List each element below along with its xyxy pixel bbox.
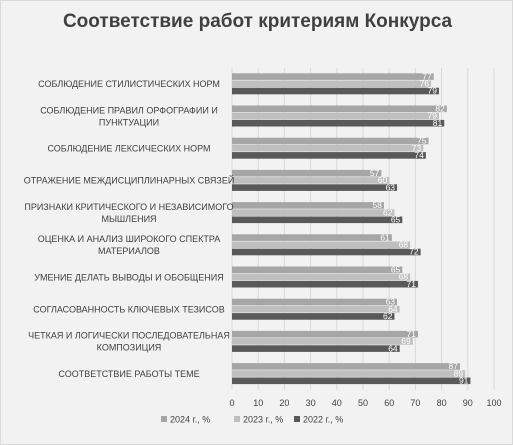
bar [232, 363, 460, 370]
bar [232, 248, 421, 256]
data-label: 65 [391, 265, 401, 275]
data-label: 65 [391, 215, 401, 225]
chart-title: Соответствие работ критериям Конкурса [62, 11, 453, 32]
data-label: 89 [454, 368, 464, 378]
legend-label: 2023 г., % [243, 415, 283, 425]
data-label: 64 [388, 304, 398, 314]
category-label: ПУНКТУАЦИИ [99, 117, 159, 127]
category-label: СОБЛЮДЕНИЕ ЛЕКСИЧЕСКИХ НОРМ [47, 144, 210, 154]
category-label: КОМПОЗИЦИЯ [97, 343, 162, 353]
bar [232, 330, 419, 338]
bar [232, 216, 403, 224]
data-label: 74 [414, 150, 424, 160]
data-label: 79 [428, 86, 438, 96]
bar [232, 169, 382, 177]
bar [232, 80, 432, 88]
x-tick-label: 100 [486, 398, 501, 408]
x-tick-label: 10 [253, 398, 263, 408]
bar [232, 73, 434, 80]
bar [232, 177, 390, 184]
data-label: 76 [420, 79, 430, 89]
legend-swatch [294, 416, 300, 422]
x-tick-label: 40 [332, 398, 342, 408]
data-label: 63 [386, 297, 396, 307]
data-label: 60 [378, 175, 388, 185]
data-labels: 7776798279817573745760635862656168726568… [370, 71, 469, 385]
bar [232, 305, 400, 313]
data-label: 87 [448, 361, 458, 371]
legend-label: 2024 г., % [170, 415, 210, 425]
data-label: 91 [459, 376, 469, 386]
data-label: 58 [372, 200, 382, 210]
legend-swatch [161, 416, 167, 422]
category-label: СОБЛЮДЕНИЕ ПРАВИЛ ОРФОГРАФИИ И [40, 105, 218, 115]
bar [232, 152, 426, 159]
bar [232, 298, 398, 306]
data-label: 77 [422, 71, 432, 81]
bar [232, 105, 447, 113]
legend-label: 2022 г., % [303, 415, 343, 425]
x-tick-label: 20 [279, 398, 289, 408]
bar [232, 377, 471, 385]
category-label: УМЕНИЕ ДЕЛАТЬ ВЫВОДЫ И ОБОБЩЕНИЯ [34, 272, 224, 282]
bar [232, 241, 411, 249]
x-tick-label: 60 [384, 398, 394, 408]
bar [232, 338, 413, 345]
data-label: 81 [433, 118, 443, 128]
data-label: 57 [370, 168, 380, 178]
x-tick-label: 30 [306, 398, 316, 408]
bar [232, 184, 398, 191]
x-tick-label: 50 [358, 398, 368, 408]
bar [232, 202, 384, 209]
bars [232, 73, 471, 385]
bar [232, 280, 419, 288]
bar [232, 345, 400, 352]
data-label: 73 [412, 143, 422, 153]
category-label: ЧЕТКАЯ И ЛОГИЧЕСКИ ПОСЛЕДОВАТЕЛЬНАЯ [28, 331, 230, 341]
data-label: 72 [409, 247, 419, 257]
bar [232, 119, 445, 127]
data-label: 75 [417, 136, 427, 146]
data-label: 61 [380, 232, 390, 242]
legend: 2024 г., % 2023 г., % 2022 г., % [161, 415, 343, 425]
data-label: 62 [383, 311, 393, 321]
category-label: МЫШЛЕНИЯ [101, 214, 156, 224]
data-label: 62 [383, 207, 393, 217]
bar [232, 313, 395, 320]
category-label: ОТРАЖЕНИЕ МЕЖДИСЦИПЛИНАРНЫХ СВЯЗЕЙ [24, 175, 235, 186]
data-label: 63 [386, 182, 396, 192]
x-axis-ticks: 0 10 20 30 40 50 60 70 80 90 100 [229, 398, 501, 408]
category-label: ПРИЗНАКИ КРИТИЧЕСКОГО И НЕЗАВИСИМОГО [24, 202, 233, 212]
category-label: СООТВЕТСТВИЕ РАБОТЫ ТЕМЕ [58, 369, 199, 379]
data-label: 82 [435, 104, 445, 114]
bar [232, 266, 403, 274]
bar [232, 144, 424, 152]
bar [232, 370, 466, 377]
category-label: СОГЛАСОВАННОСТЬ КЛЮЧЕВЫХ ТЕЗИСОВ [33, 305, 224, 315]
category-label: МАТЕРИАЛОВ [98, 246, 160, 256]
x-tick-label: 90 [463, 398, 473, 408]
bar [232, 273, 411, 281]
x-tick-label: 70 [410, 398, 420, 408]
x-tick-label: 0 [229, 398, 234, 408]
data-label: 68 [399, 272, 409, 282]
bar [232, 234, 392, 241]
category-label: ОЦЕНКА И АНАЛИЗ ШИРОКОГО СПЕКТРА [38, 234, 221, 244]
category-labels: СОБЛЮДЕНИЕ СТИЛИСТИЧЕСКИХ НОРМ СОБЛЮДЕНИЕ… [24, 79, 235, 379]
data-label: 71 [407, 329, 417, 339]
category-label: СОБЛЮДЕНИЕ СТИЛИСТИЧЕСКИХ НОРМ [38, 79, 220, 89]
bar [232, 209, 395, 216]
bar [232, 137, 429, 145]
data-label: 69 [401, 336, 411, 346]
legend-swatch [234, 416, 240, 422]
bar [232, 112, 439, 120]
data-label: 79 [428, 111, 438, 121]
x-tick-label: 80 [437, 398, 447, 408]
data-label: 64 [388, 343, 398, 353]
bar [232, 87, 439, 95]
data-label: 71 [407, 279, 417, 289]
data-label: 68 [399, 240, 409, 250]
